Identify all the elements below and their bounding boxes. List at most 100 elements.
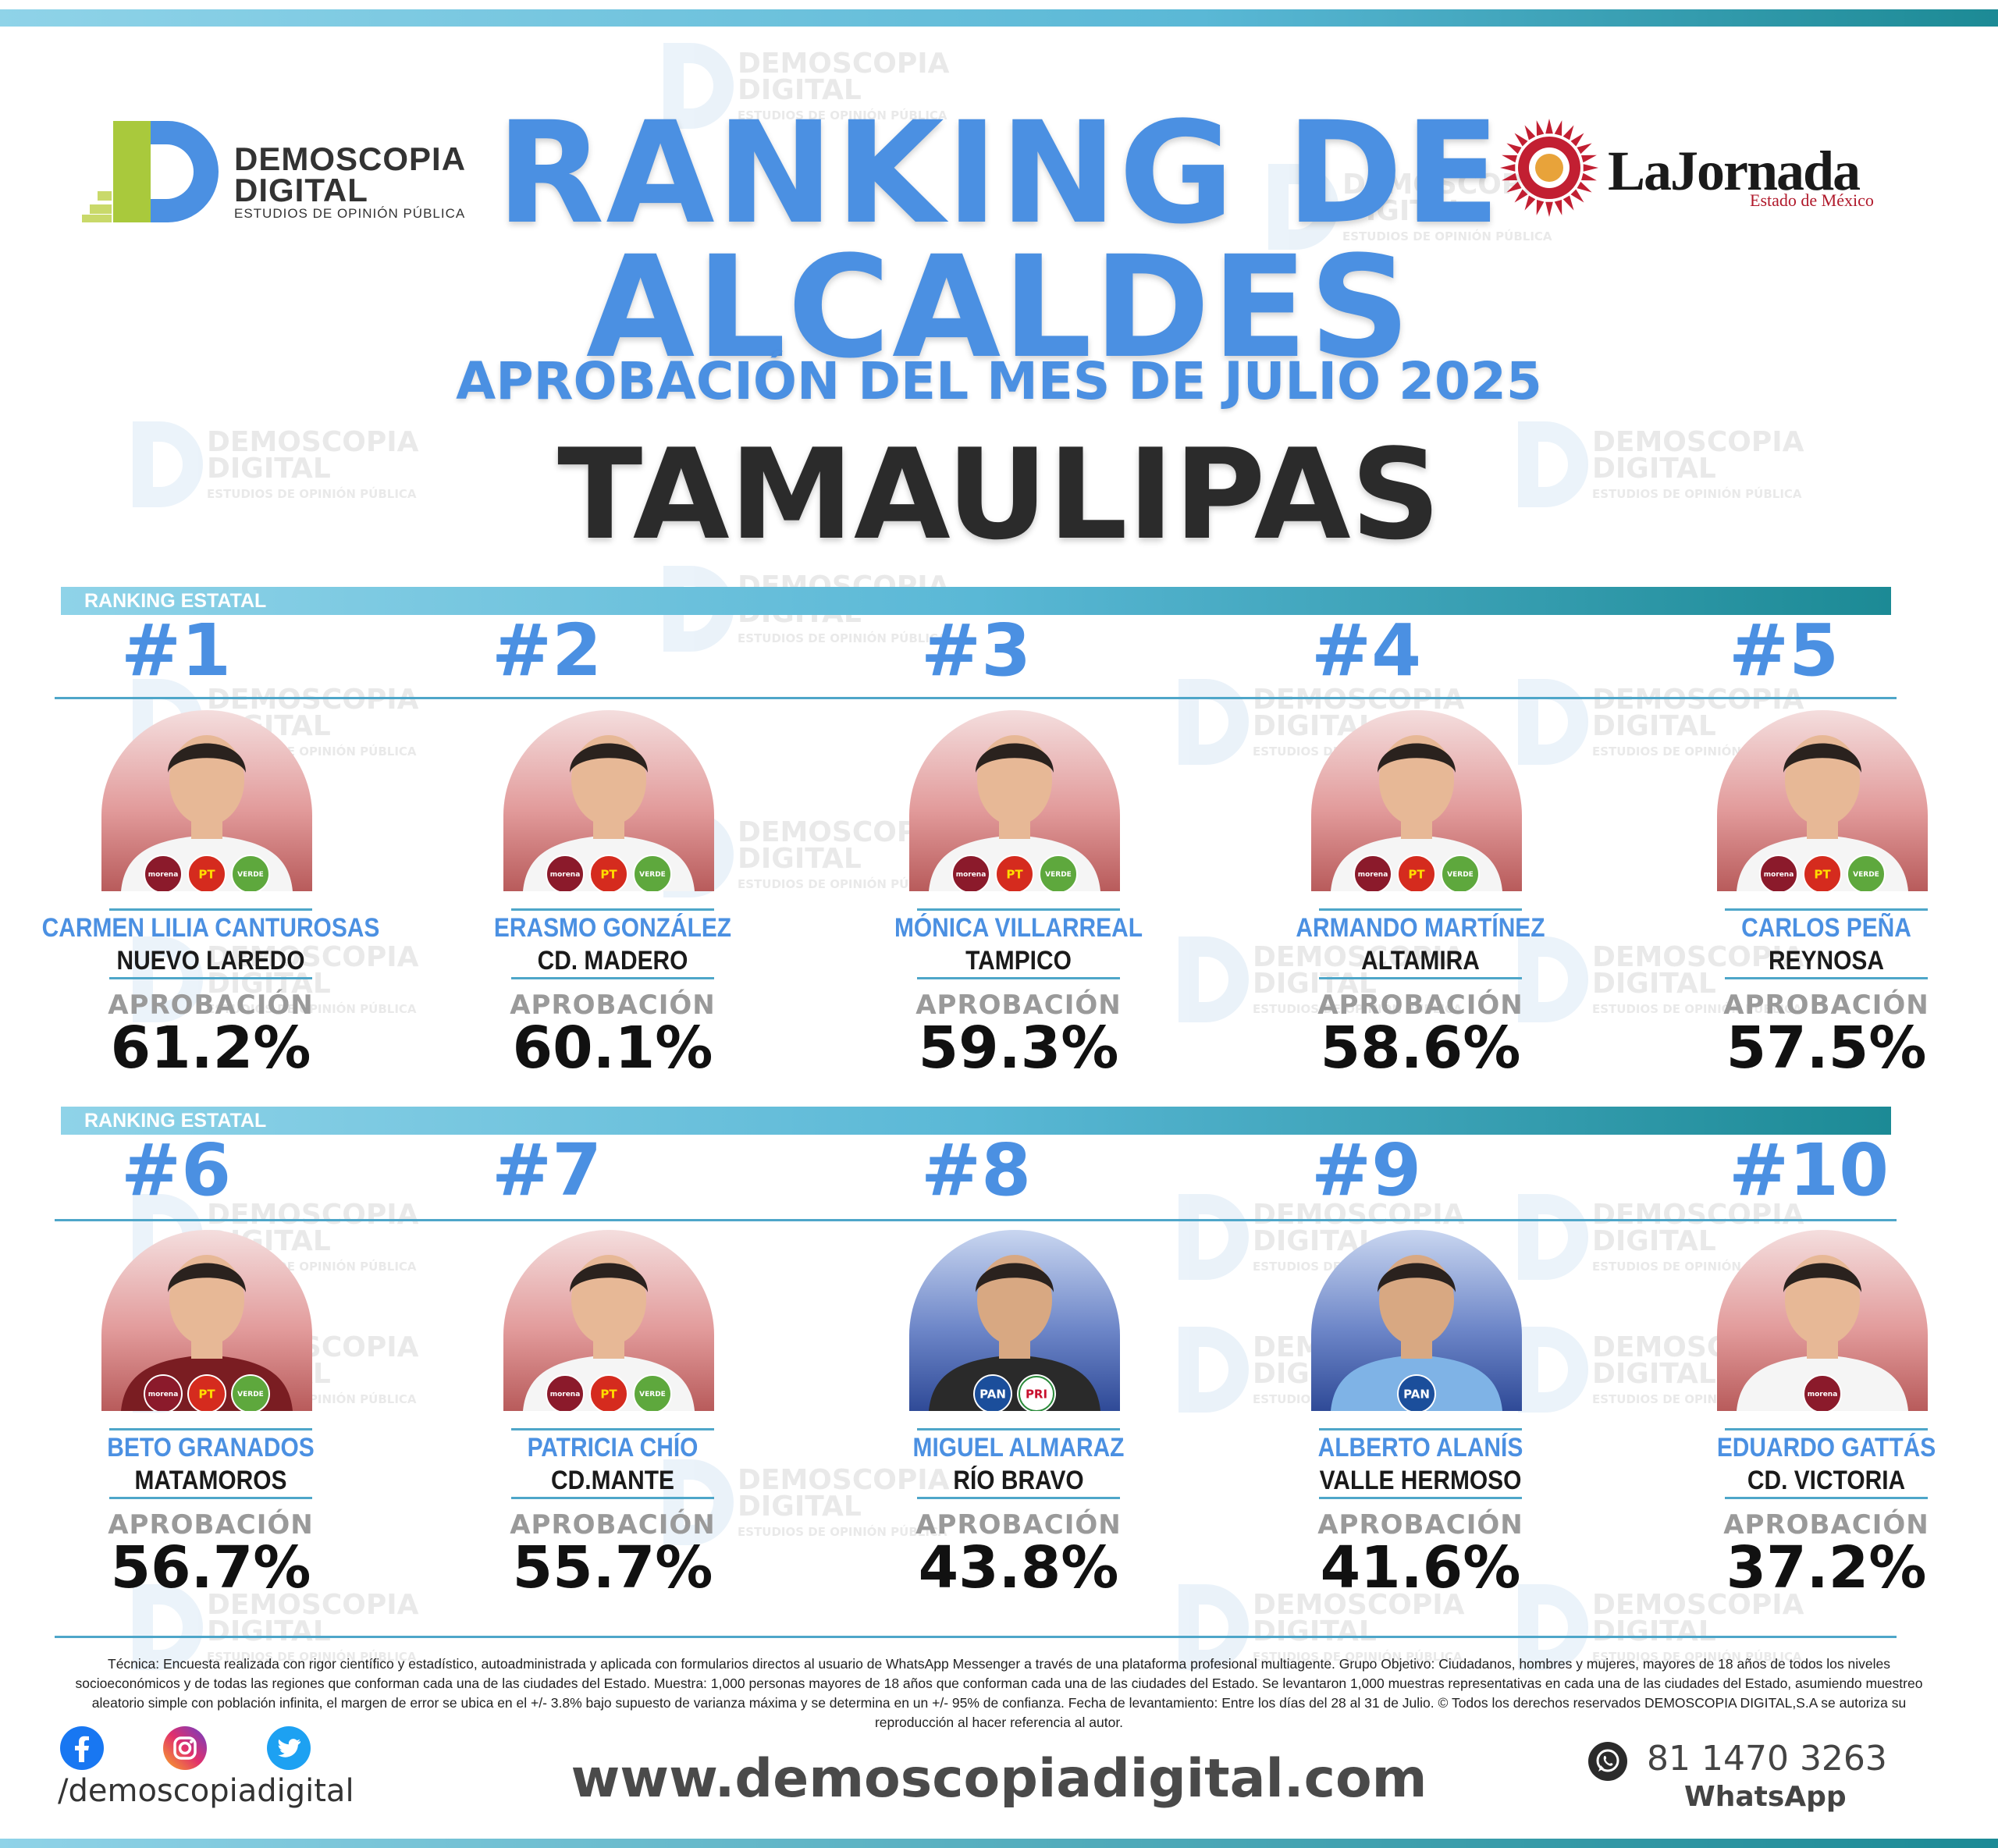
party-badge-verde-icon: VERDE xyxy=(231,1374,270,1411)
approval-label: APROBACIÓN xyxy=(915,990,1122,1021)
methodology-note: Técnica: Encuesta realizada con rigor ci… xyxy=(75,1656,1923,1730)
ranking-band-bottom: RANKING ESTATAL xyxy=(61,1107,1891,1135)
approval-percent: 59.3% xyxy=(918,1015,1119,1082)
svg-text:morena: morena xyxy=(550,871,581,879)
approval-percent: 56.7% xyxy=(110,1534,311,1601)
svg-text:PAN: PAN xyxy=(979,1387,1006,1401)
mayor-photo: morena xyxy=(1717,1230,1928,1411)
la-jornada-logo: LaJornada Estado de México xyxy=(1498,117,1889,219)
approval-label: APROBACIÓN xyxy=(1317,1509,1523,1541)
svg-text:PT: PT xyxy=(1006,867,1023,881)
whatsapp-label: WhatsApp xyxy=(1684,1781,1847,1813)
mayor-photo: morena PT VERDE xyxy=(101,1230,312,1411)
city-divider xyxy=(1319,1497,1522,1499)
party-badge-verde-icon: VERDE xyxy=(1039,855,1078,891)
rank-number: #8 xyxy=(921,1128,1032,1212)
svg-text:VERDE: VERDE xyxy=(1447,871,1474,879)
party-badge-verde-icon: VERDE xyxy=(231,855,270,891)
la-jornada-sub: Estado de México xyxy=(1750,190,1874,210)
svg-text:morena: morena xyxy=(148,1391,179,1398)
twitter-icon[interactable] xyxy=(265,1725,312,1772)
mayor-name: CARMEN LILIA CANTUROSAS xyxy=(41,913,380,943)
mayor-city: CD. MADERO xyxy=(537,946,688,976)
subtitle: APROBACIÓN DEL MES DE JULIO 2025 xyxy=(456,351,1542,411)
approval-label: APROBACIÓN xyxy=(915,1509,1122,1541)
approval-percent: 41.6% xyxy=(1320,1534,1521,1601)
sun-logo-icon xyxy=(1500,119,1598,217)
whatsapp-phone[interactable]: 81 1470 3263 xyxy=(1647,1739,1887,1779)
approval-percent: 58.6% xyxy=(1320,1015,1521,1082)
city-divider xyxy=(917,1497,1120,1499)
svg-text:morena: morena xyxy=(1764,871,1794,879)
party-badge-morena-icon: morena xyxy=(144,1374,183,1411)
svg-text:VERDE: VERDE xyxy=(1853,871,1879,879)
party-badge-pan-icon: PAN xyxy=(973,1374,1012,1411)
top-accent-bar xyxy=(0,9,1998,27)
approval-label: APROBACIÓN xyxy=(1723,990,1929,1021)
party-badge-pt-icon: PT xyxy=(1803,855,1842,891)
approval-label: APROBACIÓN xyxy=(1723,1509,1929,1541)
city-divider xyxy=(1725,977,1928,979)
mayor-name: ERASMO GONZÁLEZ xyxy=(493,913,732,943)
rank-divider-bottom xyxy=(55,1219,1897,1221)
svg-text:morena: morena xyxy=(956,871,987,879)
social-handle[interactable]: /demoscopiadigital xyxy=(58,1773,354,1809)
city-divider xyxy=(1725,1497,1928,1499)
demoscopia-logo-mark xyxy=(82,121,219,222)
portrait-silhouette-icon xyxy=(1331,1255,1502,1411)
approval-label: APROBACIÓN xyxy=(510,1509,716,1541)
svg-text:PT: PT xyxy=(600,867,617,881)
mayor-name: BETO GRANADOS xyxy=(107,1433,315,1462)
mayor-city: REYNOSA xyxy=(1769,946,1884,976)
party-badge-pt-icon: PT xyxy=(589,855,628,891)
instagram-icon[interactable] xyxy=(162,1725,208,1772)
approval-label: APROBACIÓN xyxy=(1317,990,1523,1021)
svg-text:morena: morena xyxy=(1358,871,1388,879)
rank-number: #7 xyxy=(492,1128,603,1212)
party-badge-pt-icon: PT xyxy=(1397,855,1436,891)
approval-percent: 60.1% xyxy=(512,1015,713,1082)
whatsapp-icon[interactable] xyxy=(1588,1742,1627,1781)
rank-number: #9 xyxy=(1311,1128,1422,1212)
approval-label: APROBACIÓN xyxy=(108,1509,314,1541)
mayor-city: ALTAMIRA xyxy=(1361,946,1480,976)
party-badge-pt-icon: PT xyxy=(187,855,226,891)
portrait-silhouette-icon xyxy=(929,1255,1100,1411)
website-url[interactable]: www.demoscopiadigital.com xyxy=(571,1748,1427,1810)
name-divider xyxy=(1319,1428,1522,1430)
mayor-name: CARLOS PEÑA xyxy=(1741,913,1911,943)
party-badge-morena-icon: morena xyxy=(1759,855,1798,891)
party-badge-morena-icon: morena xyxy=(951,855,990,891)
mayor-photo: morena PT VERDE xyxy=(1311,710,1522,891)
party-badge-verde-icon: VERDE xyxy=(633,855,672,891)
demoscopia-name-line1: DEMOSCOPIA xyxy=(234,140,467,177)
mayor-photo: PAN xyxy=(1311,1230,1522,1411)
svg-text:PT: PT xyxy=(600,1387,617,1401)
name-divider xyxy=(1319,908,1522,911)
approval-percent: 55.7% xyxy=(512,1534,713,1601)
party-badge-pt-icon: PT xyxy=(187,1374,226,1411)
svg-text:VERDE: VERDE xyxy=(639,871,666,879)
ranking-band-label: RANKING ESTATAL xyxy=(84,1110,267,1132)
party-badge-verde-icon: VERDE xyxy=(1441,855,1480,891)
city-divider xyxy=(109,1497,312,1499)
mayor-photo: morena PT VERDE xyxy=(909,710,1120,891)
rank-number: #10 xyxy=(1729,1128,1890,1212)
name-divider xyxy=(917,1428,1120,1430)
svg-text:morena: morena xyxy=(550,1391,581,1398)
mayor-photo: morena PT VERDE xyxy=(101,710,312,891)
approval-percent: 57.5% xyxy=(1726,1015,1927,1082)
approval-percent: 43.8% xyxy=(918,1534,1119,1601)
mayor-card: #4 morena PT VERDE ARMANDO MARTÍNEZ ALTAMIRA A… xyxy=(1257,609,1584,1082)
svg-text:morena: morena xyxy=(1808,1391,1838,1398)
mayor-photo: morena PT VERDE xyxy=(503,710,714,891)
mayor-city: MATAMOROS xyxy=(134,1466,287,1495)
demoscopia-name-line2: DIGITAL xyxy=(234,172,368,208)
city-divider xyxy=(511,977,714,979)
rank-divider-top xyxy=(55,697,1897,699)
facebook-icon[interactable] xyxy=(59,1725,105,1772)
mayor-card: #1 morena PT VERDE CARMEN LILIA CANTUROSAS NU… xyxy=(42,609,380,1082)
ranking-band-top: RANKING ESTATAL xyxy=(61,587,1891,615)
title-line2: ALCALDES xyxy=(585,226,1413,389)
mayor-city: CD. VICTORIA xyxy=(1747,1466,1906,1495)
